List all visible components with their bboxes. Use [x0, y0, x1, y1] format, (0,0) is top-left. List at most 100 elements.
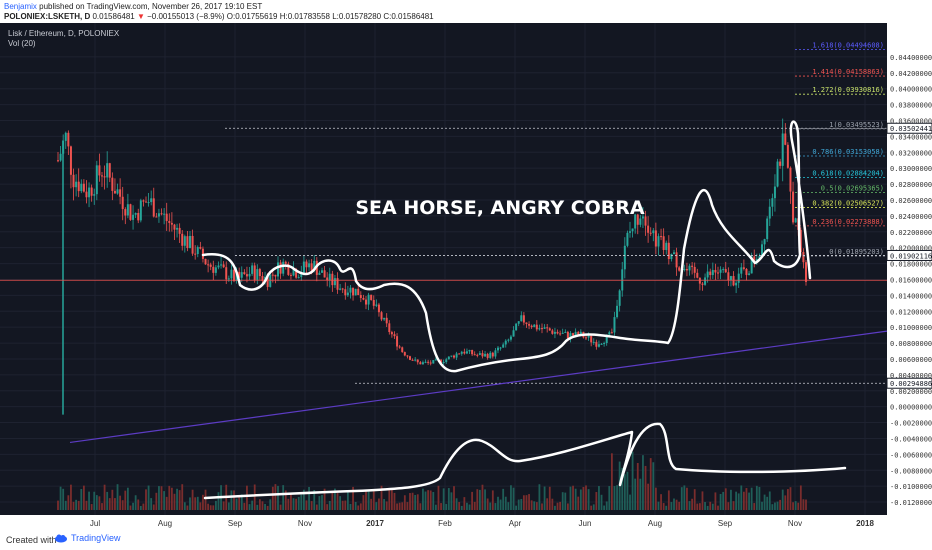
volume-bar — [437, 485, 440, 510]
candle-body — [478, 353, 481, 355]
candle-body — [181, 233, 184, 246]
volume-bar — [176, 488, 178, 510]
volume-bar — [209, 505, 212, 510]
volume-bar — [132, 502, 134, 510]
candle-body — [597, 344, 600, 347]
time-tick-label: Jul — [90, 519, 100, 528]
candle-body — [321, 270, 323, 273]
volume-bar — [753, 503, 756, 510]
candle-body — [784, 133, 787, 145]
candle-body — [388, 323, 391, 333]
candle-body — [450, 355, 453, 357]
volume-bar — [478, 489, 481, 510]
candle-body — [486, 353, 489, 358]
volume-bar — [297, 496, 300, 510]
candle-body — [165, 213, 168, 222]
volume-bar — [424, 491, 427, 510]
candle-body — [113, 190, 116, 194]
volume-bar — [484, 489, 486, 510]
volume-bar — [253, 484, 256, 510]
volume-bar — [178, 490, 181, 510]
volume-bar — [698, 503, 701, 510]
candle-body — [132, 214, 135, 220]
price-tag-bg — [886, 249, 932, 261]
candle-body — [530, 325, 533, 328]
volume-bar — [776, 501, 779, 510]
tradingview-logo[interactable]: TradingView — [54, 533, 121, 543]
candle-body — [75, 181, 78, 188]
candle-body — [766, 218, 769, 240]
candle-body — [318, 272, 321, 275]
volume-bar — [463, 497, 466, 510]
candle-body — [577, 331, 580, 336]
volume-bar — [533, 501, 536, 510]
volume-bar — [717, 505, 719, 510]
candle-body — [204, 258, 207, 265]
candle-body — [372, 299, 375, 306]
candle-body — [333, 278, 336, 286]
volume-bar — [530, 500, 533, 510]
fib-label: 1.272(0.03930816) — [812, 86, 884, 94]
candle-body — [750, 256, 753, 274]
volume-bar — [119, 495, 122, 510]
volume-bar — [719, 493, 722, 510]
candle-body — [111, 177, 114, 191]
volume-bar — [403, 495, 406, 510]
candle-body — [489, 352, 492, 358]
price-tick-label: 0.01800000 — [890, 261, 932, 269]
price-axis: 0.04400000 0.04200000 0.04000000 0.03800000… — [886, 23, 932, 530]
volume-bar — [603, 505, 606, 510]
volume-bar — [158, 486, 160, 510]
candle-body — [124, 209, 127, 216]
candle-body — [183, 236, 186, 246]
volume-bar — [323, 488, 326, 510]
candle-body — [497, 347, 499, 351]
candle-body — [189, 235, 191, 249]
volume-bar — [579, 489, 582, 510]
volume-bar — [372, 489, 375, 510]
volume-bar — [543, 486, 546, 510]
price-tick-label: 0.01000000 — [890, 324, 932, 332]
volume-bar — [352, 486, 354, 510]
price-tick-label: 0.02000000 — [890, 245, 932, 253]
volume-bar — [494, 503, 497, 510]
candle-body — [401, 347, 404, 353]
volume-bar — [341, 500, 344, 510]
volume-bar — [499, 499, 502, 510]
candle-body — [142, 200, 145, 202]
candle-body — [82, 183, 85, 192]
volume-bar — [455, 498, 458, 510]
price-chart[interactable]: 1.618(0.04494608) 1.414(0.04158863) 1.272(… — [0, 23, 932, 530]
author-link[interactable]: Benjamix — [4, 2, 37, 11]
volume-bar — [214, 500, 217, 510]
chart-area[interactable]: 1.618(0.04494608) 1.414(0.04158863) 1.272(… — [0, 23, 932, 530]
price-tag-bg — [886, 377, 932, 389]
volume-bar — [243, 502, 246, 510]
candle-body — [225, 267, 228, 280]
candle-body — [243, 272, 246, 275]
volume-bar — [409, 493, 411, 510]
volume-bar — [528, 494, 530, 510]
volume-bar — [670, 502, 673, 510]
candle-body — [300, 272, 303, 278]
candle-body — [209, 264, 212, 267]
volume-bar — [212, 505, 215, 510]
candle-body — [336, 278, 339, 290]
volume-bar — [181, 484, 184, 510]
volume-bar — [657, 501, 660, 510]
candle-body — [535, 324, 538, 330]
price-tick-label: 0.04200000 — [890, 70, 932, 78]
price-tick-label: 0.00400000 — [890, 372, 932, 380]
volume-bar — [274, 484, 277, 510]
candle-body — [116, 189, 119, 194]
candle-body — [427, 361, 430, 363]
symbol-line: POLONIEX:LSKETH, D 0.01586481 ▼ −0.00155… — [4, 12, 434, 21]
candle-body — [458, 353, 461, 355]
volume-bar — [673, 498, 675, 510]
candle-body — [271, 274, 274, 276]
volume-bar — [774, 502, 776, 510]
volume-bar — [155, 492, 158, 510]
fib-label: 0.618(0.02884204) — [812, 169, 884, 177]
candle-body — [551, 330, 554, 334]
volume-bar — [512, 487, 515, 510]
